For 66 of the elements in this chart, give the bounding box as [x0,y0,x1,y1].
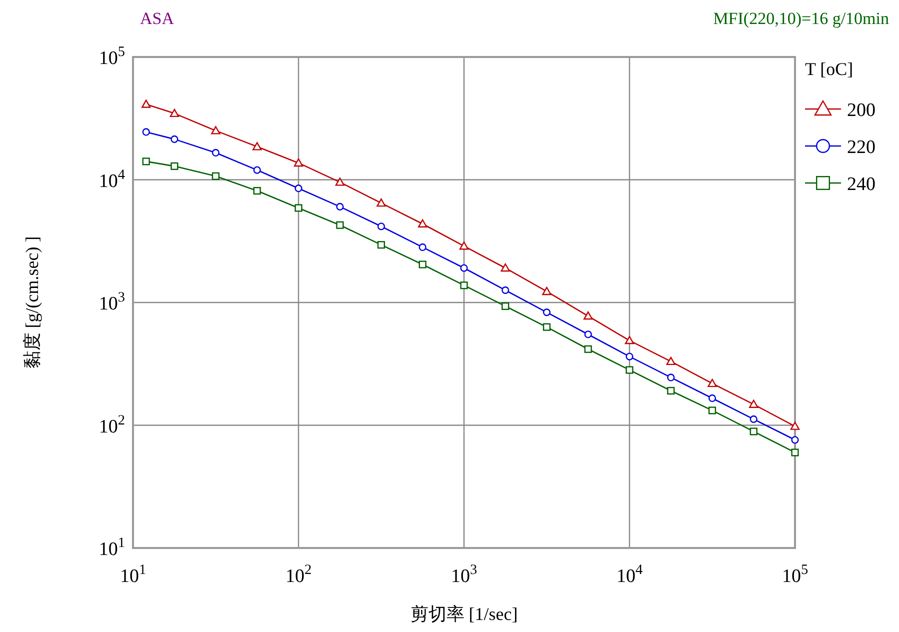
y-tick-label: 10$^{3}$ [98,290,125,314]
y-tick-label: 10$^{2}$ [98,412,125,438]
point [376,198,386,207]
point [626,366,634,374]
point [418,260,426,268]
point [211,126,220,134]
point [418,243,426,252]
point [294,158,304,167]
x-axis-title: 剪切率 [1/sec] [410,604,518,624]
chart-title: ASA [140,9,175,28]
y-tick-label: 10$^{5}$ [98,44,125,69]
point [170,135,178,143]
point [418,219,428,228]
legend-title: T [oC] [805,59,854,79]
point [791,448,799,456]
point [667,374,675,382]
y-tick-label: 10$^{4}$ [98,166,125,192]
point [294,184,302,192]
point [170,162,178,170]
point [542,286,552,296]
point [377,222,385,230]
point [212,148,220,157]
x-tick-label: 10$^{1}$ [120,562,146,587]
x-tick-label: 10$^{2}$ [285,562,312,587]
point [212,172,220,180]
point [253,166,261,174]
x-tick-label: 10$^{3}$ [450,562,478,587]
point [460,264,468,272]
point [624,336,634,344]
point [750,415,758,424]
point [584,311,593,320]
point [294,204,302,212]
point [170,108,180,118]
point [253,186,261,195]
point [335,178,345,186]
x-tick-label: 10$^{4}$ [616,562,643,587]
point [542,323,551,331]
point [750,428,758,436]
point [502,286,510,294]
point [708,406,716,414]
y-axis-title: 黏度 [g/(cm.sec) ] [22,236,42,369]
point [790,422,800,430]
point [500,263,510,272]
point [708,394,716,402]
legend-label: 220 [847,137,876,158]
point [626,352,634,360]
point [336,221,344,229]
point [377,241,385,249]
point [336,202,344,211]
point [502,302,510,310]
point [791,436,799,444]
point [667,386,675,395]
point [584,345,592,353]
point [460,282,468,290]
legend-label: 200 [847,100,876,121]
point [542,308,551,316]
legend-label: 240 [847,174,876,195]
point [252,142,262,150]
x-tick-label: 10$^{5}$ [782,562,808,587]
point [708,378,717,388]
y-tick-label: 10$^{1}$ [98,535,125,560]
text: MFI(220,10)=16 g/10min [713,9,890,28]
point [666,356,676,366]
point [459,242,469,250]
point [584,330,592,338]
point [749,400,758,408]
